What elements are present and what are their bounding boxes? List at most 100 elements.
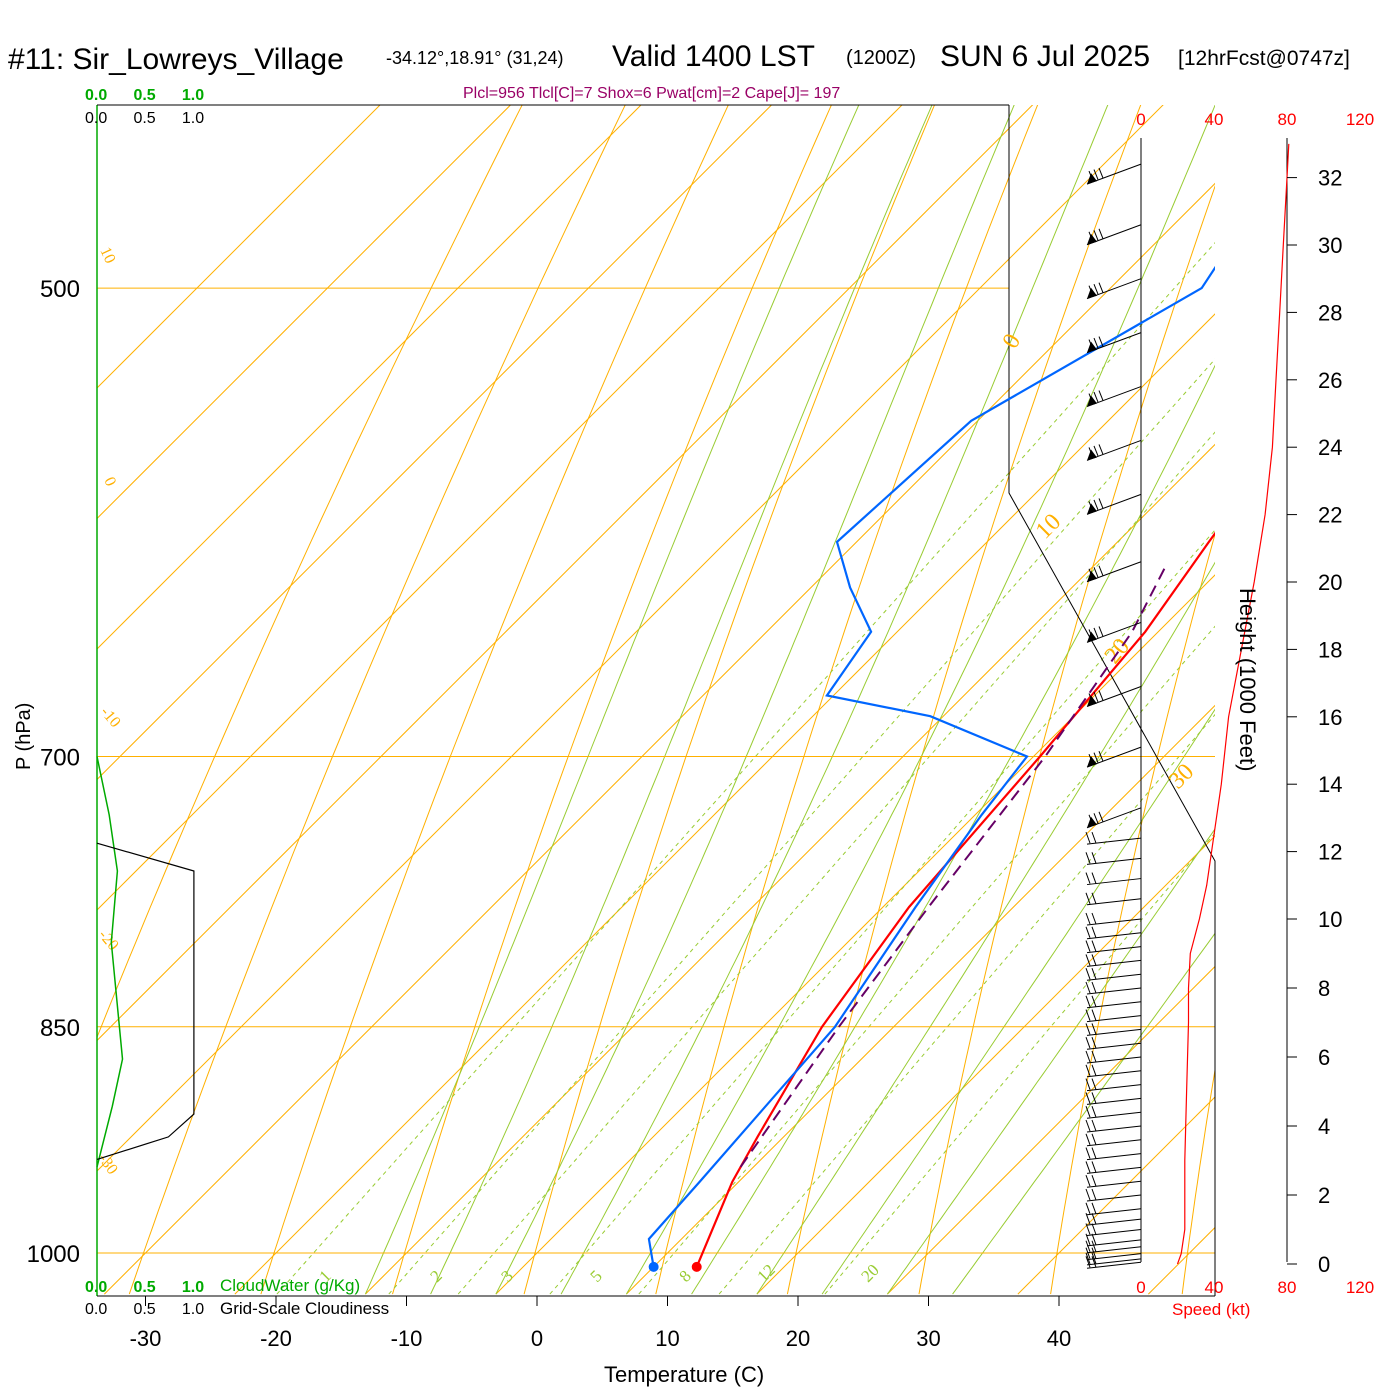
wind-barb-flag	[1085, 995, 1091, 1007]
wind-barb-flag	[1093, 391, 1099, 403]
mixing-ratio-label: 8	[675, 1266, 694, 1285]
parcel-line	[739, 564, 1168, 1168]
cloudiness-tick-label: 0.5	[133, 1301, 155, 1318]
dry-adiabat-label: -10	[97, 704, 124, 731]
height-tick-label: 16	[1318, 705, 1342, 730]
wind-barb-flag	[1085, 981, 1091, 994]
cloudiness-tick-label: 0.0	[85, 110, 107, 127]
isotherm-line	[97, 105, 773, 781]
wind-barb-flag	[1085, 1161, 1091, 1173]
cloudiness-label: Grid-Scale Cloudiness	[220, 1299, 389, 1318]
speed-tick-label: 40	[1205, 110, 1224, 129]
wind-barb-flag	[1098, 565, 1104, 576]
wind-barb-flag	[1085, 1023, 1091, 1035]
wind-barb-flag	[1098, 750, 1104, 762]
wind-barb-flag	[1091, 1023, 1097, 1035]
wind-barb-flag	[1093, 813, 1099, 824]
moist-adiabat-line	[691, 364, 1215, 1295]
moist-adiabat-line	[625, 105, 1215, 1295]
wind-barb-flag	[1098, 228, 1104, 239]
isobars	[97, 287, 1215, 1254]
x-tick-label: 10	[655, 1326, 679, 1351]
cloudwater-tick-label: 0.0	[85, 87, 107, 104]
wind-barb-flag	[1098, 811, 1104, 822]
wind-barb-flag	[1091, 852, 1097, 864]
dry-adiabat-label: 10	[1031, 509, 1066, 544]
y-tick-label: 1000	[27, 1241, 80, 1268]
cloudwater-line	[96, 756, 124, 1168]
height-tick-label: 22	[1318, 503, 1342, 528]
wind-barb-flag	[1091, 968, 1097, 980]
wind-barb-flag	[1091, 1256, 1097, 1268]
height-tick-label: 6	[1318, 1045, 1330, 1070]
cloudiness-tick-label: 0.0	[85, 1301, 107, 1318]
wind-barb-flag	[1085, 872, 1091, 884]
x-tick-label: 20	[786, 1326, 810, 1351]
dry-adiabat-label: 30	[1164, 759, 1199, 794]
wind-barb-flag	[1085, 1133, 1091, 1145]
x-tick-label: -20	[260, 1326, 292, 1351]
y-tick-label: 500	[40, 276, 80, 303]
station-coords: -34.12°,18.91° (31,24)	[386, 48, 564, 68]
wind-barb-flag	[1085, 1233, 1091, 1246]
wind-barb-flag	[1085, 1256, 1091, 1268]
wind-barb-flag	[1098, 498, 1104, 509]
speed-tick-label: 80	[1278, 110, 1297, 129]
dry-adiabat-label: 10	[96, 245, 118, 267]
moist-adiabat-line	[952, 932, 1215, 1295]
dry-adiabats	[97, 105, 1215, 1295]
wind-barb-flag	[1098, 444, 1104, 455]
wind-barb-flag	[1098, 626, 1104, 637]
wind-barb-flag	[1085, 892, 1091, 904]
wind-barb-flag	[1093, 284, 1099, 295]
forecast-info: [12hrFcst@0747z]	[1178, 47, 1350, 70]
isotherms	[97, 105, 1215, 1295]
dewpoint-surface-dot	[648, 1261, 659, 1272]
moist-adiabat-line	[821, 708, 1215, 1295]
y-tick-label: 700	[40, 745, 80, 772]
height-tick-label: 10	[1318, 907, 1342, 932]
height-tick-label: 2	[1318, 1183, 1330, 1208]
wind-barb-flag	[1093, 230, 1099, 241]
dry-adiabat-label: 0	[998, 330, 1027, 353]
isotherm-line	[234, 313, 1215, 1295]
wind-barb-flag	[1085, 1202, 1091, 1214]
isotherm-line	[97, 105, 642, 650]
height-tick-label: 26	[1318, 368, 1342, 393]
isotherm-line	[756, 835, 1215, 1295]
mixing-ratio-line	[549, 529, 1215, 1295]
valid-date: SUN 6 Jul 2025	[940, 40, 1150, 73]
wind-barb-flag	[1093, 627, 1099, 639]
wind-barb-flag	[1088, 170, 1094, 182]
x-tick-label: 30	[916, 1326, 940, 1351]
height-tick-label: 30	[1318, 233, 1342, 258]
cloudiness-tick-label: 1.0	[182, 1301, 204, 1318]
wind-barb-flag	[1088, 568, 1094, 579]
moist-adiabat-line	[364, 105, 860, 1295]
wind-barb-flag	[1091, 1050, 1097, 1063]
isotherm-line	[626, 704, 1215, 1295]
temperature-line	[695, 531, 1215, 1268]
wind-barb-flag	[1091, 1009, 1097, 1021]
wind-barb-flag	[1098, 282, 1104, 293]
wind-barb-flag	[1093, 337, 1099, 349]
wind-barb-flag	[1085, 926, 1091, 938]
moist-adiabat-line	[430, 105, 933, 1295]
height-axis-title: Height (1000 Feet)	[1235, 588, 1260, 771]
plot-frame	[96, 104, 1288, 1297]
dry-adiabat-line	[128, 105, 626, 1295]
moist-adiabat-line	[495, 105, 1015, 1295]
wind-barb-flag	[1085, 1252, 1091, 1264]
cloudwater-tick-label: 0.0	[85, 1279, 107, 1296]
mixing-ratio-label: 5	[586, 1266, 605, 1285]
wind-barb-flag	[1085, 1212, 1091, 1225]
y-axis-title: P (hPa)	[13, 703, 35, 770]
moist-adiabat-line	[756, 561, 1215, 1295]
cloudiness-line	[96, 842, 195, 1160]
cloudiness-tick-label: 0.5	[133, 110, 155, 127]
dry-adiabat-line	[523, 105, 936, 1295]
cloudwater-tick-label: 1.0	[182, 87, 204, 104]
wind-barb-flag	[1091, 1037, 1097, 1049]
isotherm-line	[97, 105, 381, 389]
wind-barb-flag	[1085, 1037, 1091, 1049]
